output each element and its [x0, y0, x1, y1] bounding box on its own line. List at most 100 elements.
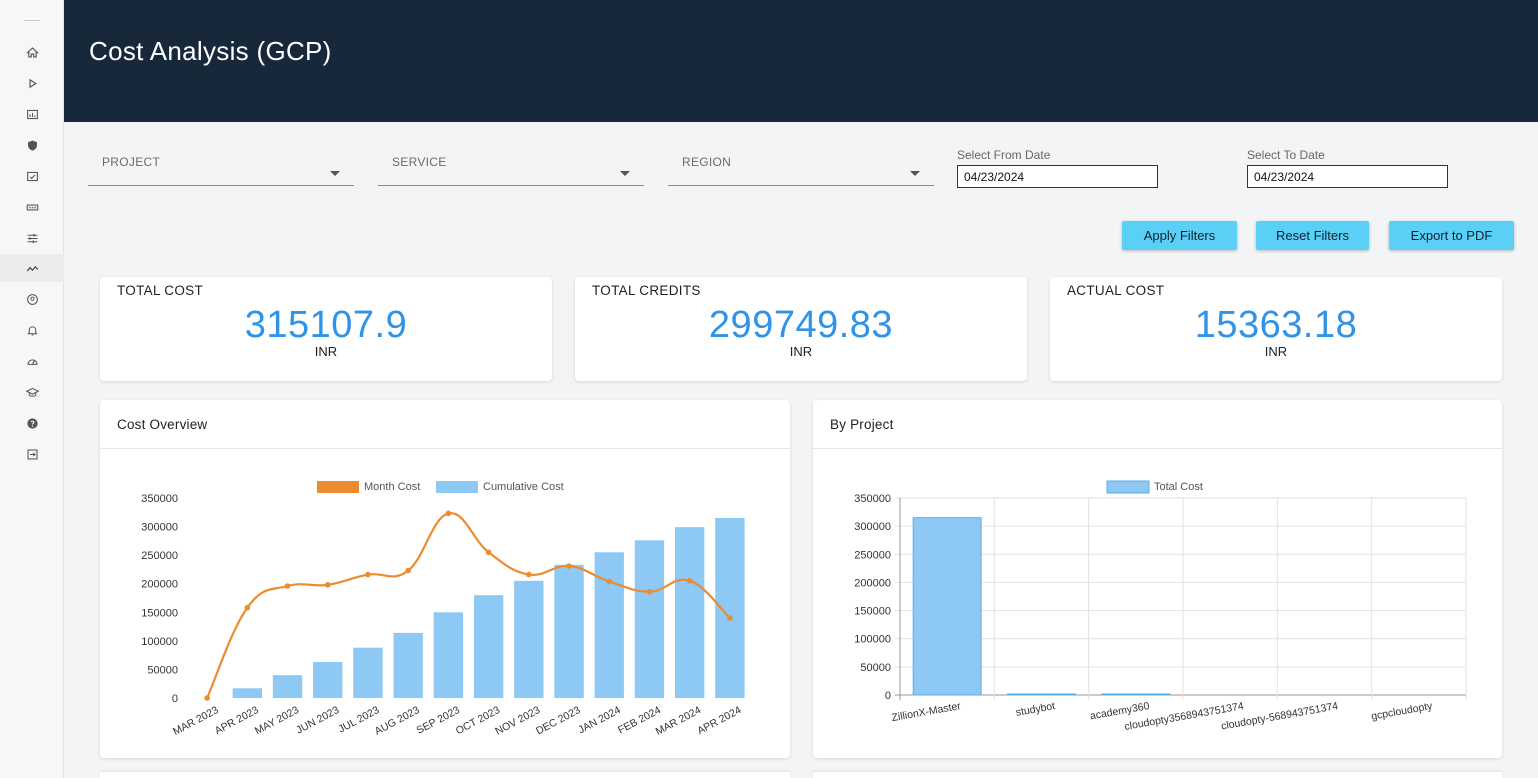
- point-month-cost: [526, 571, 532, 578]
- point-month-cost: [566, 563, 572, 569]
- y-tick-label: 300000: [854, 521, 891, 533]
- legend-label-total-cost: Total Cost: [1154, 481, 1203, 493]
- y-tick-label: 150000: [141, 607, 178, 619]
- bell-icon: [26, 325, 38, 335]
- reset-filters-button[interactable]: Reset Filters: [1256, 221, 1369, 250]
- project-select-label: PROJECT: [102, 155, 161, 169]
- bar-total-cost: [1101, 693, 1171, 696]
- sidebar-item-performance[interactable]: [0, 347, 64, 375]
- legend-label-cumulative-cost: Cumulative Cost: [483, 481, 564, 493]
- from-date-input[interactable]: [957, 165, 1158, 188]
- user-circle-icon: [26, 293, 38, 305]
- sidebar-item-account[interactable]: [0, 285, 64, 313]
- x-tick-label: JAN 2024: [576, 704, 622, 736]
- sidebar-item-logout[interactable]: [0, 440, 64, 468]
- kpi-unit: INR: [1264, 344, 1288, 359]
- total-credits-card: TOTAL CREDITS 299749.83 INR: [575, 277, 1027, 381]
- x-tick-label: MAY 2023: [253, 704, 301, 737]
- sidebar-item-compliance[interactable]: [0, 162, 64, 190]
- kpi-title: TOTAL COST: [117, 283, 204, 298]
- kpi-unit: INR: [314, 344, 338, 359]
- x-tick-label: SEP 2023: [415, 704, 462, 737]
- y-tick-label: 0: [885, 690, 891, 702]
- y-tick-label: 350000: [141, 493, 178, 505]
- sidebar-item-settings[interactable]: [0, 224, 64, 252]
- trend-icon: [26, 265, 38, 271]
- sidebar-item-alerts[interactable]: [0, 316, 64, 344]
- kpi-title: ACTUAL COST: [1067, 283, 1165, 298]
- to-date-input[interactable]: [1247, 165, 1448, 188]
- y-tick-label: 0: [172, 693, 178, 705]
- x-tick-label: ZillionX-Master: [891, 700, 963, 724]
- page-title: Cost Analysis (GCP): [89, 36, 332, 66]
- sidebar-item-cost-analysis[interactable]: [0, 254, 64, 282]
- by-project-chart: 0 50000 100000 150000 200000 250000 300000 3500…: [854, 480, 1467, 733]
- x-tick-label: OCT 2023: [454, 704, 502, 737]
- chevron-down-icon: [910, 171, 920, 176]
- sidebar-item-security[interactable]: [0, 131, 64, 159]
- x-tick-label: AUG 2023: [373, 704, 422, 738]
- x-tick-label: studybot: [1015, 700, 1056, 719]
- actual-cost-card: ACTUAL COST 15363.18 INR: [1050, 277, 1502, 381]
- chart-icon: [26, 109, 38, 119]
- point-month-cost: [686, 578, 693, 584]
- to-date-label: Select To Date: [1247, 148, 1325, 162]
- point-month-cost: [365, 571, 371, 578]
- kpi-unit: INR: [789, 344, 813, 359]
- point-month-cost: [284, 583, 291, 589]
- bar-cumulative-cost: [393, 632, 423, 698]
- y-tick-label: 200000: [854, 577, 891, 589]
- bar-cumulative-cost: [232, 688, 262, 698]
- region-select[interactable]: REGION: [668, 140, 934, 186]
- legend-swatch-total-cost: [1106, 480, 1150, 494]
- point-month-cost: [485, 549, 492, 556]
- legend-swatch-month-cost: [317, 481, 359, 493]
- checklist-icon: [26, 171, 38, 181]
- y-tick-label: 100000: [141, 636, 178, 648]
- x-tick-label: MAR 2024: [654, 704, 704, 738]
- bar-total-cost: [912, 517, 982, 696]
- y-tick-label: 200000: [141, 579, 178, 591]
- x-tick-label: MAR 2023: [171, 704, 221, 738]
- page-header: Cost Analysis (GCP): [64, 0, 1538, 122]
- x-tick-label: JUN 2023: [294, 704, 341, 737]
- home-icon: [25, 46, 39, 58]
- sidebar: [0, 0, 64, 778]
- from-date-group: Select From Date: [957, 148, 1158, 188]
- point-month-cost: [405, 567, 411, 574]
- sidebar-divider: [24, 20, 40, 21]
- shield-icon: [27, 139, 37, 151]
- y-tick-label: 350000: [854, 493, 891, 505]
- sidebar-item-run[interactable]: [0, 69, 64, 97]
- y-tick-label: 250000: [854, 549, 891, 561]
- sidebar-item-learning[interactable]: [0, 378, 64, 406]
- gauge-icon: [27, 358, 37, 365]
- x-tick-label: APR 2023: [213, 704, 261, 737]
- sidebar-item-help[interactable]: [0, 409, 64, 437]
- bar-cumulative-cost: [433, 612, 464, 698]
- chevron-down-icon: [330, 171, 340, 176]
- y-tick-label: 250000: [141, 550, 178, 562]
- sidebar-item-home[interactable]: [0, 38, 64, 66]
- total-cost-card: TOTAL COST 315107.9 INR: [100, 277, 552, 381]
- by-project-panel: By Project 0 50000 100000 150000 200000 25000…: [813, 400, 1502, 758]
- service-select[interactable]: SERVICE: [378, 140, 644, 186]
- apply-filters-button[interactable]: Apply Filters: [1122, 221, 1237, 250]
- from-date-label: Select From Date: [957, 148, 1051, 162]
- logout-icon: [27, 449, 37, 459]
- point-month-cost: [244, 604, 251, 611]
- y-tick-label: 50000: [147, 664, 178, 676]
- cost-overview-chart: Month Cost Cumulative Cost 0 50000 100000 150…: [141, 481, 745, 738]
- sidebar-item-reports[interactable]: [0, 100, 64, 128]
- service-select-label: SERVICE: [392, 155, 447, 169]
- bar-cumulative-cost: [594, 552, 624, 698]
- bar-cumulative-cost: [675, 527, 705, 698]
- x-tick-label: NOV 2023: [493, 704, 542, 738]
- sidebar-item-storage[interactable]: [0, 193, 64, 221]
- panel-divider: [813, 448, 1502, 449]
- x-tick-label: APR 2024: [695, 704, 743, 737]
- export-pdf-button[interactable]: Export to PDF: [1389, 221, 1514, 250]
- project-select[interactable]: PROJECT: [88, 140, 354, 186]
- bar-cumulative-cost: [272, 675, 303, 698]
- point-month-cost: [324, 582, 331, 588]
